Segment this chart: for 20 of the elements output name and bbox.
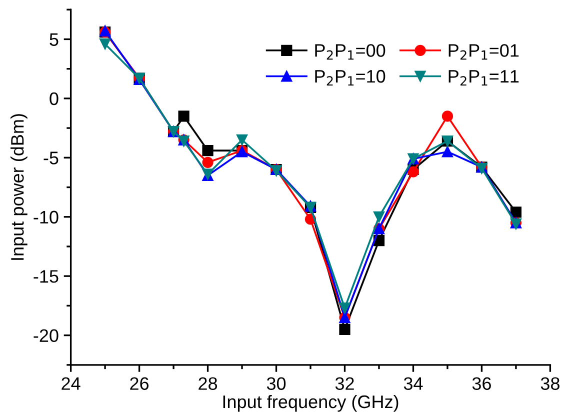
x-tick-label: 36 xyxy=(472,377,491,390)
legend-label: P$_{2}$P$_{1}$=01 xyxy=(448,44,519,60)
y-tick-label: -5 xyxy=(44,152,58,164)
y-axis-title: Input power (dBm) xyxy=(10,114,28,260)
x-tick-label: 24 xyxy=(62,377,80,390)
legend-label: P$_{2}$P$_{1}$=10 xyxy=(315,70,386,86)
x-tick-label: 34 xyxy=(404,377,423,390)
x-tick-label: 38 xyxy=(540,377,560,390)
y-tick-label: -10 xyxy=(34,210,58,224)
legend-label: P$_{2}$P$_{1}$=00 xyxy=(315,44,386,60)
x-tick-label: 32 xyxy=(335,377,354,390)
y-tick-label: -15 xyxy=(34,270,58,283)
y-tick-label: 5 xyxy=(50,33,58,46)
x-tick-label: 30 xyxy=(266,377,286,390)
x-axis-title: Input frequency (GHz) xyxy=(223,394,398,412)
x-tick-label: 26 xyxy=(130,377,149,390)
x-tick-label: 28 xyxy=(198,377,218,390)
y-tick-label: 0 xyxy=(50,92,58,106)
y-tick-label: -20 xyxy=(34,329,58,342)
legend-label: P$_{2}$P$_{1}$=11 xyxy=(448,70,519,86)
